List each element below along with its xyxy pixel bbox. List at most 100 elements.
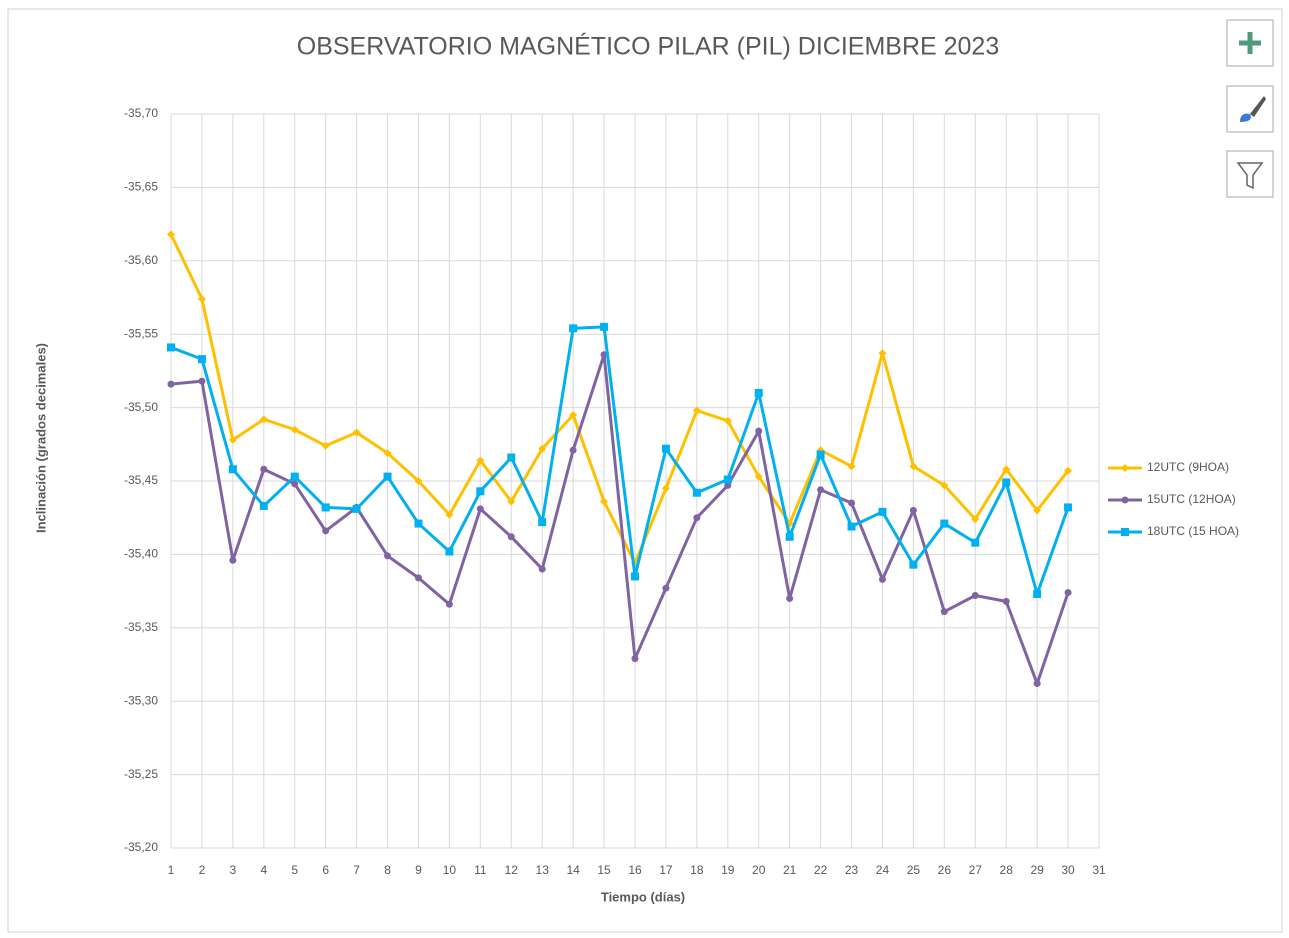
data-point xyxy=(1033,680,1041,688)
data-point xyxy=(1121,464,1129,472)
data-point xyxy=(723,416,732,425)
y-tick-label: -35,70 xyxy=(124,106,158,120)
x-tick-label: 7 xyxy=(353,863,360,877)
x-tick-label: 10 xyxy=(443,863,457,877)
y-tick-label: -35,35 xyxy=(124,620,158,634)
y-axis-title: Inclinación (grados decimales) xyxy=(33,343,48,533)
y-tick-label: -35,30 xyxy=(124,693,158,707)
data-point xyxy=(847,522,856,531)
data-point xyxy=(909,462,918,471)
data-point xyxy=(228,465,237,474)
data-point xyxy=(1121,528,1129,536)
x-tick-label: 18 xyxy=(690,863,704,877)
data-point xyxy=(754,472,763,481)
data-point xyxy=(414,574,422,582)
data-point xyxy=(445,510,454,519)
data-point xyxy=(383,449,392,458)
data-point xyxy=(167,230,175,239)
data-point xyxy=(692,488,701,497)
data-point xyxy=(290,425,299,434)
data-point xyxy=(383,472,392,481)
data-point xyxy=(384,552,392,560)
x-tick-label: 22 xyxy=(814,863,828,877)
x-tick-label: 19 xyxy=(721,863,735,877)
data-point xyxy=(197,355,206,364)
x-tick-label: 9 xyxy=(415,863,422,877)
x-tick-label: 20 xyxy=(752,863,766,877)
x-tick-label: 17 xyxy=(659,863,673,877)
data-point xyxy=(507,533,515,541)
x-tick-label: 27 xyxy=(969,863,983,877)
x-tick-label: 3 xyxy=(230,863,237,877)
x-tick-label: 8 xyxy=(384,863,391,877)
data-point xyxy=(786,594,794,602)
data-point xyxy=(816,450,825,459)
data-point xyxy=(291,480,299,488)
data-point xyxy=(940,608,948,616)
x-tick-label: 15 xyxy=(597,863,611,877)
series-line xyxy=(170,325,1070,596)
data-point xyxy=(538,518,547,527)
data-point xyxy=(940,481,949,490)
x-tick-label: 29 xyxy=(1030,863,1044,877)
series-line xyxy=(170,353,1070,686)
chart-title: OBSERVATORIO MAGNÉTICO PILAR (PIL) DICIE… xyxy=(297,32,1000,61)
data-point xyxy=(600,497,609,506)
data-point xyxy=(661,444,670,453)
y-tick-label: -35,25 xyxy=(124,767,158,781)
data-point xyxy=(259,501,268,510)
x-tick-label: 1 xyxy=(168,863,175,877)
y-tick-label: -35,20 xyxy=(124,840,158,854)
data-point xyxy=(878,349,887,358)
data-point xyxy=(754,388,763,397)
data-point xyxy=(1121,496,1129,504)
x-tick-label: 26 xyxy=(938,863,952,877)
data-point xyxy=(445,600,453,608)
legend-label: 18UTC (15 HOA) xyxy=(1147,524,1239,538)
data-point xyxy=(785,532,794,541)
data-point xyxy=(352,428,361,437)
chart-frame xyxy=(7,8,1283,933)
legend-label: 15UTC (12HOA) xyxy=(1147,492,1236,506)
data-point xyxy=(1064,466,1073,475)
x-tick-label: 2 xyxy=(199,863,206,877)
data-point xyxy=(569,446,577,454)
data-point xyxy=(940,519,949,528)
data-point xyxy=(260,465,268,473)
data-point xyxy=(569,324,578,333)
data-point xyxy=(878,575,886,583)
x-axis-title: Tiempo (días) xyxy=(601,889,685,904)
chart-styles-button[interactable] xyxy=(1226,85,1274,133)
data-point xyxy=(600,322,609,331)
data-point xyxy=(1002,465,1011,474)
y-tick-label: -35,50 xyxy=(124,400,158,414)
x-tick-label: 16 xyxy=(628,863,642,877)
x-tick-label: 13 xyxy=(536,863,550,877)
data-point xyxy=(1064,503,1073,512)
series-line xyxy=(169,233,1070,565)
data-point xyxy=(228,435,237,444)
data-point xyxy=(414,519,423,528)
data-point xyxy=(259,415,268,424)
data-point xyxy=(167,380,175,388)
data-point xyxy=(414,477,423,485)
x-tick-label: 30 xyxy=(1061,863,1075,877)
data-point xyxy=(909,506,917,514)
data-point xyxy=(1002,597,1010,605)
x-tick-label: 4 xyxy=(260,863,267,877)
data-point xyxy=(538,565,546,573)
chart-filter-button[interactable] xyxy=(1226,150,1274,198)
data-point xyxy=(1033,506,1042,515)
data-point xyxy=(878,507,887,516)
legend-label: 12UTC (9HOA) xyxy=(1147,460,1229,474)
data-point xyxy=(445,547,454,556)
x-tick-label: 24 xyxy=(876,863,890,877)
x-tick-label: 28 xyxy=(1000,863,1014,877)
data-point xyxy=(1002,478,1011,487)
add-element-button[interactable] xyxy=(1226,19,1274,67)
data-point xyxy=(321,441,330,450)
data-point xyxy=(723,475,732,484)
x-tick-label: 23 xyxy=(845,863,859,877)
data-point xyxy=(971,515,980,524)
